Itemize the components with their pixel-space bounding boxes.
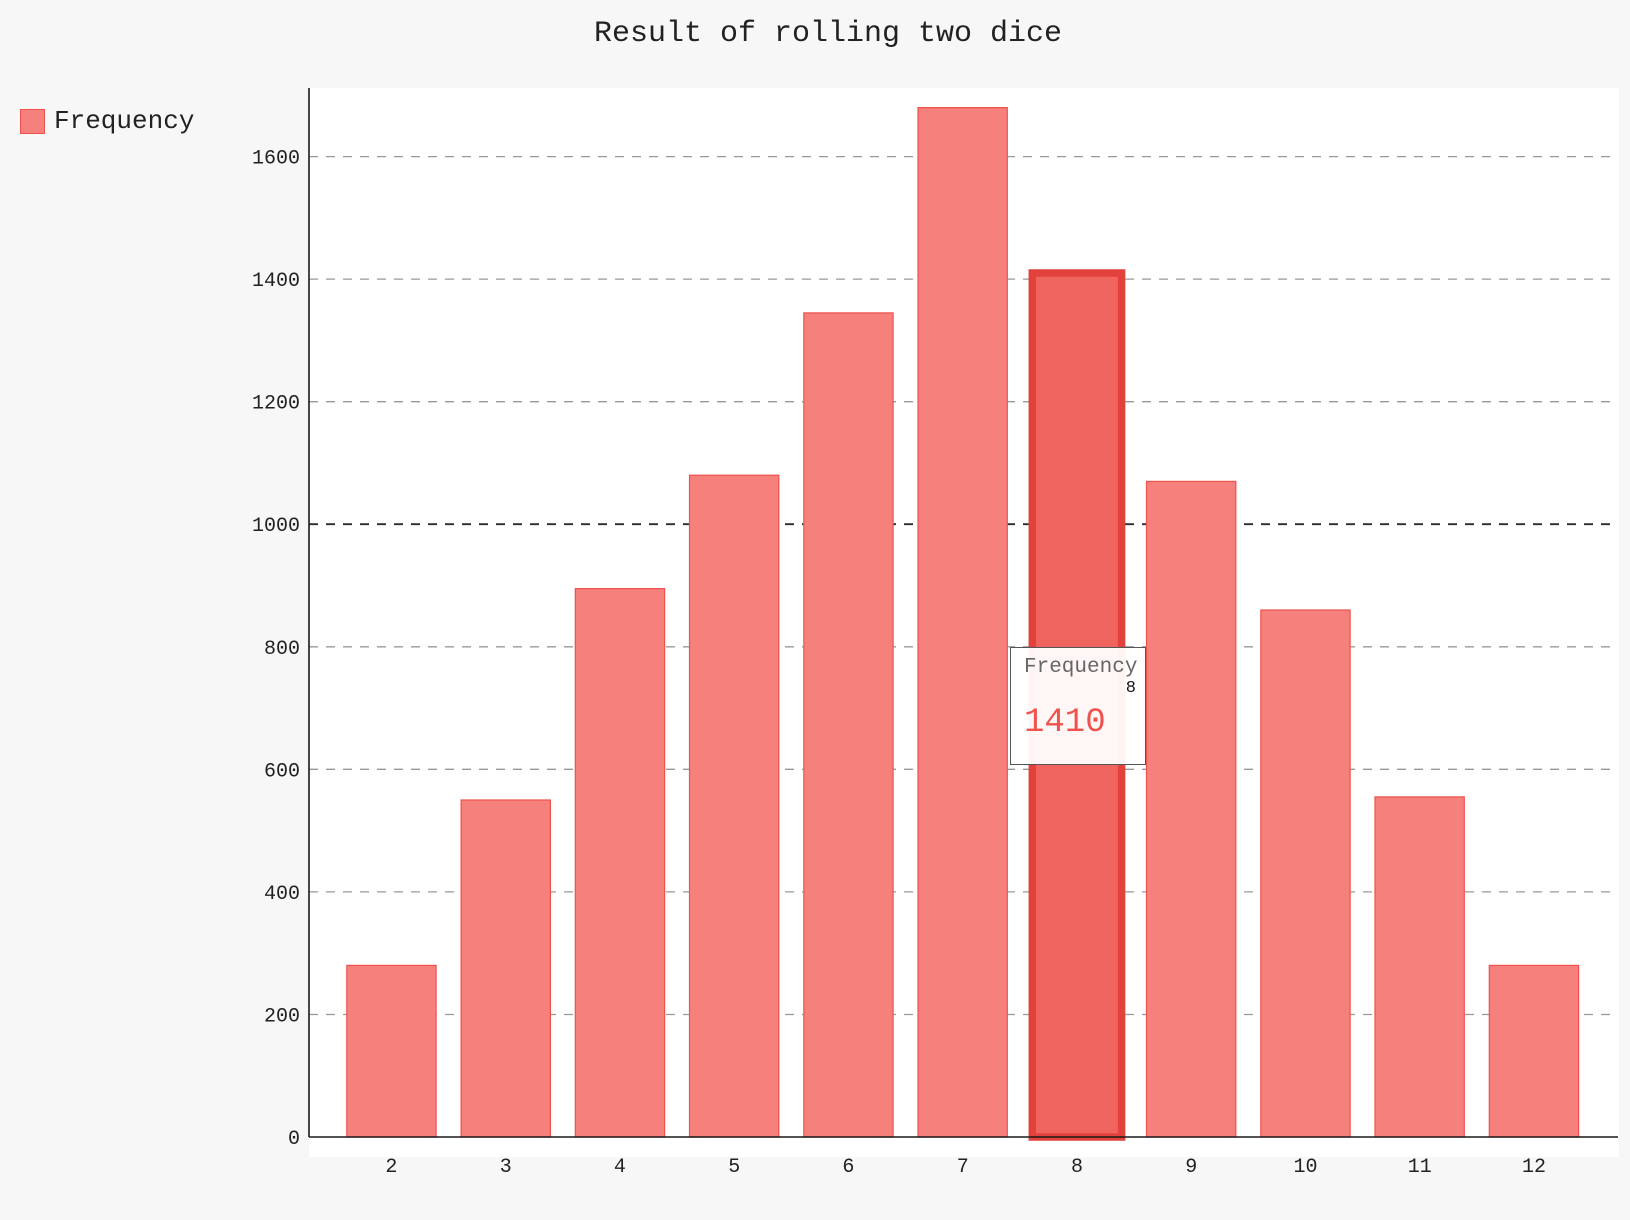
svg-text:1400: 1400 xyxy=(252,270,300,293)
svg-text:10: 10 xyxy=(1293,1156,1317,1179)
svg-text:12: 12 xyxy=(1522,1156,1546,1179)
svg-text:4: 4 xyxy=(614,1156,626,1179)
svg-text:200: 200 xyxy=(264,1006,300,1029)
svg-text:6: 6 xyxy=(842,1156,854,1179)
svg-text:600: 600 xyxy=(264,760,300,783)
svg-text:400: 400 xyxy=(264,883,300,906)
svg-text:7: 7 xyxy=(957,1156,969,1179)
svg-text:11: 11 xyxy=(1408,1156,1432,1179)
svg-text:1600: 1600 xyxy=(252,148,300,171)
svg-text:9: 9 xyxy=(1185,1156,1197,1179)
svg-text:5: 5 xyxy=(728,1156,740,1179)
svg-text:2: 2 xyxy=(385,1156,397,1179)
svg-text:3: 3 xyxy=(500,1156,512,1179)
svg-text:1200: 1200 xyxy=(252,393,300,416)
svg-text:8: 8 xyxy=(1071,1156,1083,1179)
svg-text:0: 0 xyxy=(288,1128,300,1151)
svg-text:1000: 1000 xyxy=(252,515,300,538)
svg-text:800: 800 xyxy=(264,638,300,661)
